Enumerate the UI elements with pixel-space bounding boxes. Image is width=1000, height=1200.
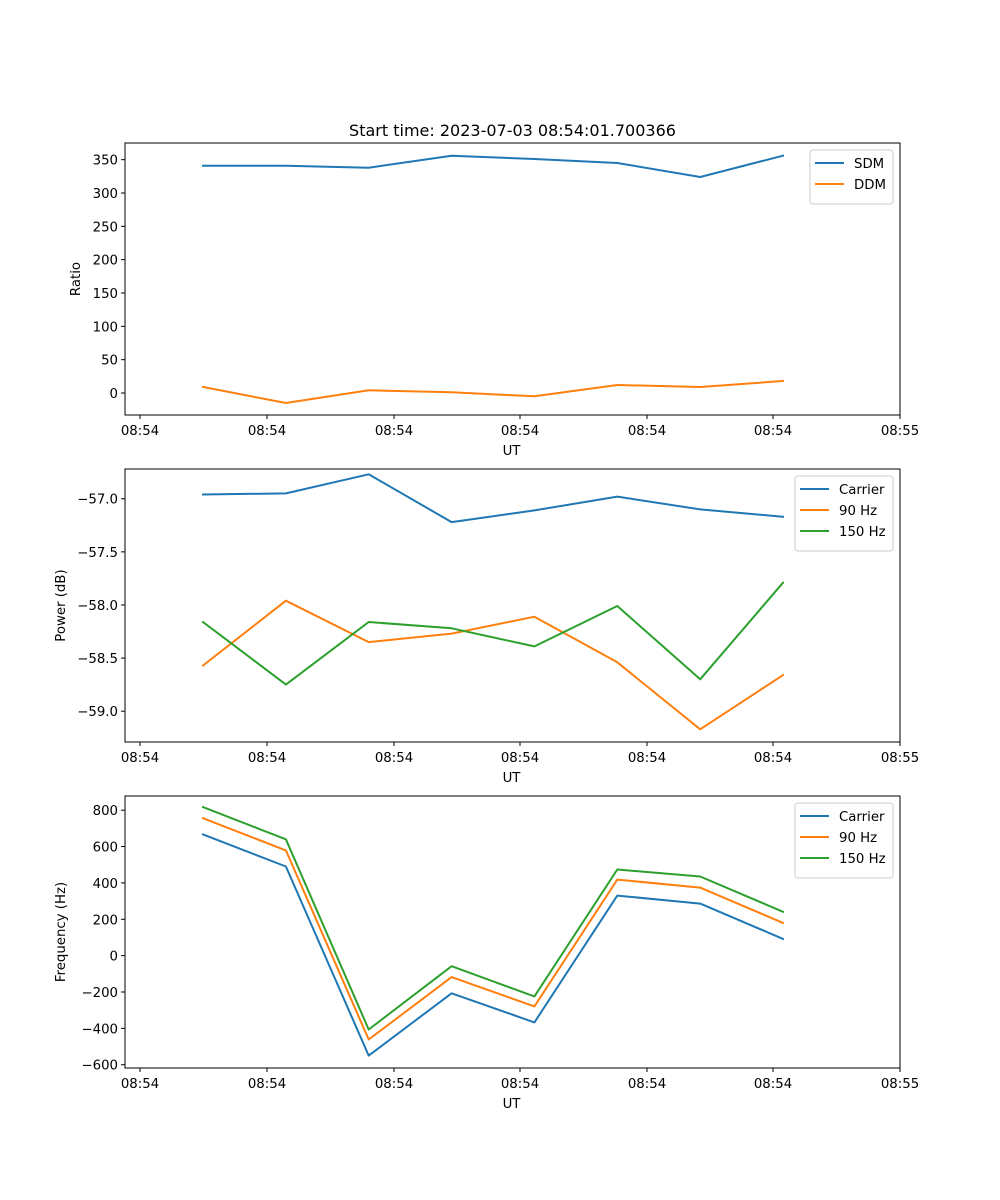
series-line-90-hz: [201, 599, 785, 731]
legend-label-150-hz: 150 Hz: [839, 525, 886, 540]
legend-label-sdm: SDM: [854, 157, 884, 172]
x-tick-label: 08:54: [501, 424, 539, 439]
series-line-ddm: [201, 379, 785, 404]
x-tick-label: 08:54: [501, 751, 539, 766]
x-tick-label: 08:54: [248, 751, 286, 766]
y-tick-label: −58.5: [77, 652, 118, 667]
x-tick-label: 08:54: [375, 424, 413, 439]
y-tick-label: 250: [93, 220, 118, 235]
chart-title: Start time: 2023-07-03 08:54:01.700366: [349, 121, 676, 140]
legend-label-90-hz: 90 Hz: [839, 831, 877, 846]
series-line-carrier: [201, 833, 785, 1057]
y-tick-label: 300: [93, 187, 118, 202]
y-tick-label: −57.5: [77, 546, 118, 561]
axes-frame: [124, 468, 901, 743]
x-tick-label: 08:54: [628, 751, 666, 766]
series-line-90-hz: [201, 816, 785, 1041]
axes-frame: [124, 142, 901, 416]
axes-frame: [124, 795, 901, 1069]
y-tick-label: 800: [93, 804, 118, 819]
y-tick-label: 200: [93, 913, 118, 928]
x-tick-label: 08:54: [754, 424, 792, 439]
series-line-150-hz: [201, 581, 785, 686]
x-tick-label: 08:54: [121, 1077, 159, 1092]
x-tick-label: 08:54: [628, 1077, 666, 1092]
y-tick-label: −57.0: [77, 493, 118, 508]
panel-ratio: 08:54 08:54 08:54 08:54 08:54 08:54 08:55 0 50 10…: [69, 142, 919, 459]
x-tick-label: 08:54: [375, 751, 413, 766]
x-tick-label: 08:55: [881, 424, 919, 439]
y-tick-label: −59.0: [77, 705, 118, 720]
x-axis-label: UT: [503, 444, 522, 459]
y-tick-label: −200: [81, 986, 118, 1001]
x-tick-label: 08:55: [881, 1077, 919, 1092]
series-line-150-hz: [201, 805, 785, 1031]
y-tick-label: −58.0: [77, 599, 118, 614]
legend-label-carrier: Carrier: [839, 483, 885, 498]
legend-label-ddm: DDM: [854, 178, 886, 193]
panel-frequency: 08:54 08:54 08:54 08:54 08:54 08:54 08:55 −600 −…: [54, 795, 919, 1112]
x-tick-label: 08:55: [881, 751, 919, 766]
x-tick-label: 08:54: [754, 1077, 792, 1092]
legend: Carrier 90 Hz 150 Hz: [794, 475, 894, 552]
y-tick-label: 0: [110, 387, 118, 402]
legend-label-150-hz: 150 Hz: [839, 852, 886, 867]
x-tick-label: 08:54: [248, 1077, 286, 1092]
x-tick-label: 08:54: [501, 1077, 539, 1092]
y-tick-label: 400: [93, 877, 118, 892]
legend: Carrier 90 Hz 150 Hz: [794, 802, 894, 879]
legend-label-carrier: Carrier: [839, 810, 885, 825]
x-axis-label: UT: [503, 1097, 522, 1112]
legend-box: [794, 802, 894, 879]
y-tick-label: −400: [81, 1022, 118, 1037]
y-tick-label: 0: [110, 950, 118, 965]
x-tick-label: 08:54: [375, 1077, 413, 1092]
y-tick-label: 150: [93, 287, 118, 302]
y-axis-label: Frequency (Hz): [54, 882, 69, 982]
x-tick-label: 08:54: [754, 751, 792, 766]
panel-power: 08:54 08:54 08:54 08:54 08:54 08:54 08:55 −59.0…: [54, 468, 919, 786]
x-tick-label: 08:54: [121, 424, 159, 439]
x-tick-label: 08:54: [121, 751, 159, 766]
y-tick-label: 100: [93, 320, 118, 335]
legend: SDM DDM: [809, 149, 894, 205]
panels: 08:54 08:54 08:54 08:54 08:54 08:54 08:55 0 50 10…: [54, 142, 919, 1112]
y-tick-label: 200: [93, 254, 118, 269]
x-tick-label: 08:54: [248, 424, 286, 439]
y-tick-label: −600: [81, 1059, 118, 1074]
y-tick-label: 50: [101, 354, 118, 369]
series-line-carrier: [201, 473, 785, 524]
legend-box: [794, 475, 894, 552]
series-line-sdm: [202, 154, 785, 178]
y-axis-label: Power (dB): [54, 569, 69, 641]
y-tick-label: 600: [93, 841, 118, 856]
x-axis-label: UT: [503, 771, 522, 786]
y-tick-label: 350: [93, 154, 118, 169]
y-axis-label: Ratio: [69, 262, 84, 296]
legend-label-90-hz: 90 Hz: [839, 504, 877, 519]
x-tick-label: 08:54: [628, 424, 666, 439]
